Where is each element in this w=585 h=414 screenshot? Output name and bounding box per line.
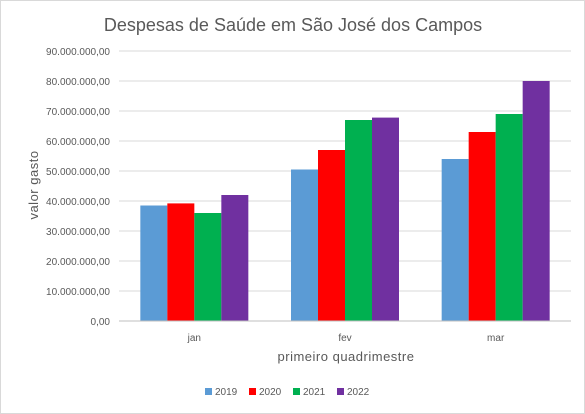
legend-label: 2019	[215, 387, 238, 398]
legend-swatch-2019	[205, 388, 212, 395]
y-tick-label: 80.000.000,00	[46, 77, 110, 88]
bar-2020-mar	[468, 132, 496, 321]
legend-swatch-2022	[337, 388, 344, 395]
x-tick-label: jan	[187, 333, 201, 344]
bars	[140, 81, 550, 321]
y-tick-label: 90.000.000,00	[46, 47, 110, 58]
bar-2020-fev	[318, 150, 345, 321]
x-tick-label: mar	[487, 333, 505, 344]
bar-2021-fev	[345, 120, 372, 321]
bar-2020-jan	[167, 203, 195, 321]
bar-2021-jan	[194, 213, 222, 321]
legend: 2019 2020 2021 2022	[205, 387, 370, 398]
y-tick-label: 30.000.000,00	[46, 227, 110, 238]
bar-2022-jan	[221, 195, 249, 321]
chart-title: Despesas de Saúde em São José dos Campos	[104, 15, 482, 35]
y-tick-label: 20.000.000,00	[46, 257, 110, 268]
bar-2019-jan	[140, 205, 168, 321]
bar-2019-fev	[291, 169, 318, 321]
x-tick-label: fev	[338, 333, 351, 344]
y-tick-label: 70.000.000,00	[46, 107, 110, 118]
bar-2022-mar	[522, 81, 550, 321]
bar-2021-mar	[495, 114, 523, 321]
y-axis-ticks: 0,00 10.000.000,00 20.000.000,00 30.000.000…	[46, 47, 110, 328]
y-tick-label: 40.000.000,00	[46, 197, 110, 208]
y-tick-label: 10.000.000,00	[46, 287, 110, 298]
bar-2019-mar	[441, 159, 469, 321]
legend-swatch-2021	[293, 388, 300, 395]
bar-2022-fev	[372, 117, 399, 321]
y-tick-label: 0,00	[91, 317, 111, 328]
y-tick-label: 50.000.000,00	[46, 167, 110, 178]
legend-label: 2020	[259, 387, 282, 398]
legend-label: 2021	[303, 387, 326, 398]
legend-swatch-2020	[249, 388, 256, 395]
x-axis-ticks: jan fev mar	[187, 333, 505, 344]
y-tick-label: 60.000.000,00	[46, 137, 110, 148]
y-axis-label: valor gasto	[26, 150, 41, 219]
x-axis-label: primeiro quadrimestre	[278, 349, 415, 364]
legend-label: 2022	[347, 387, 370, 398]
